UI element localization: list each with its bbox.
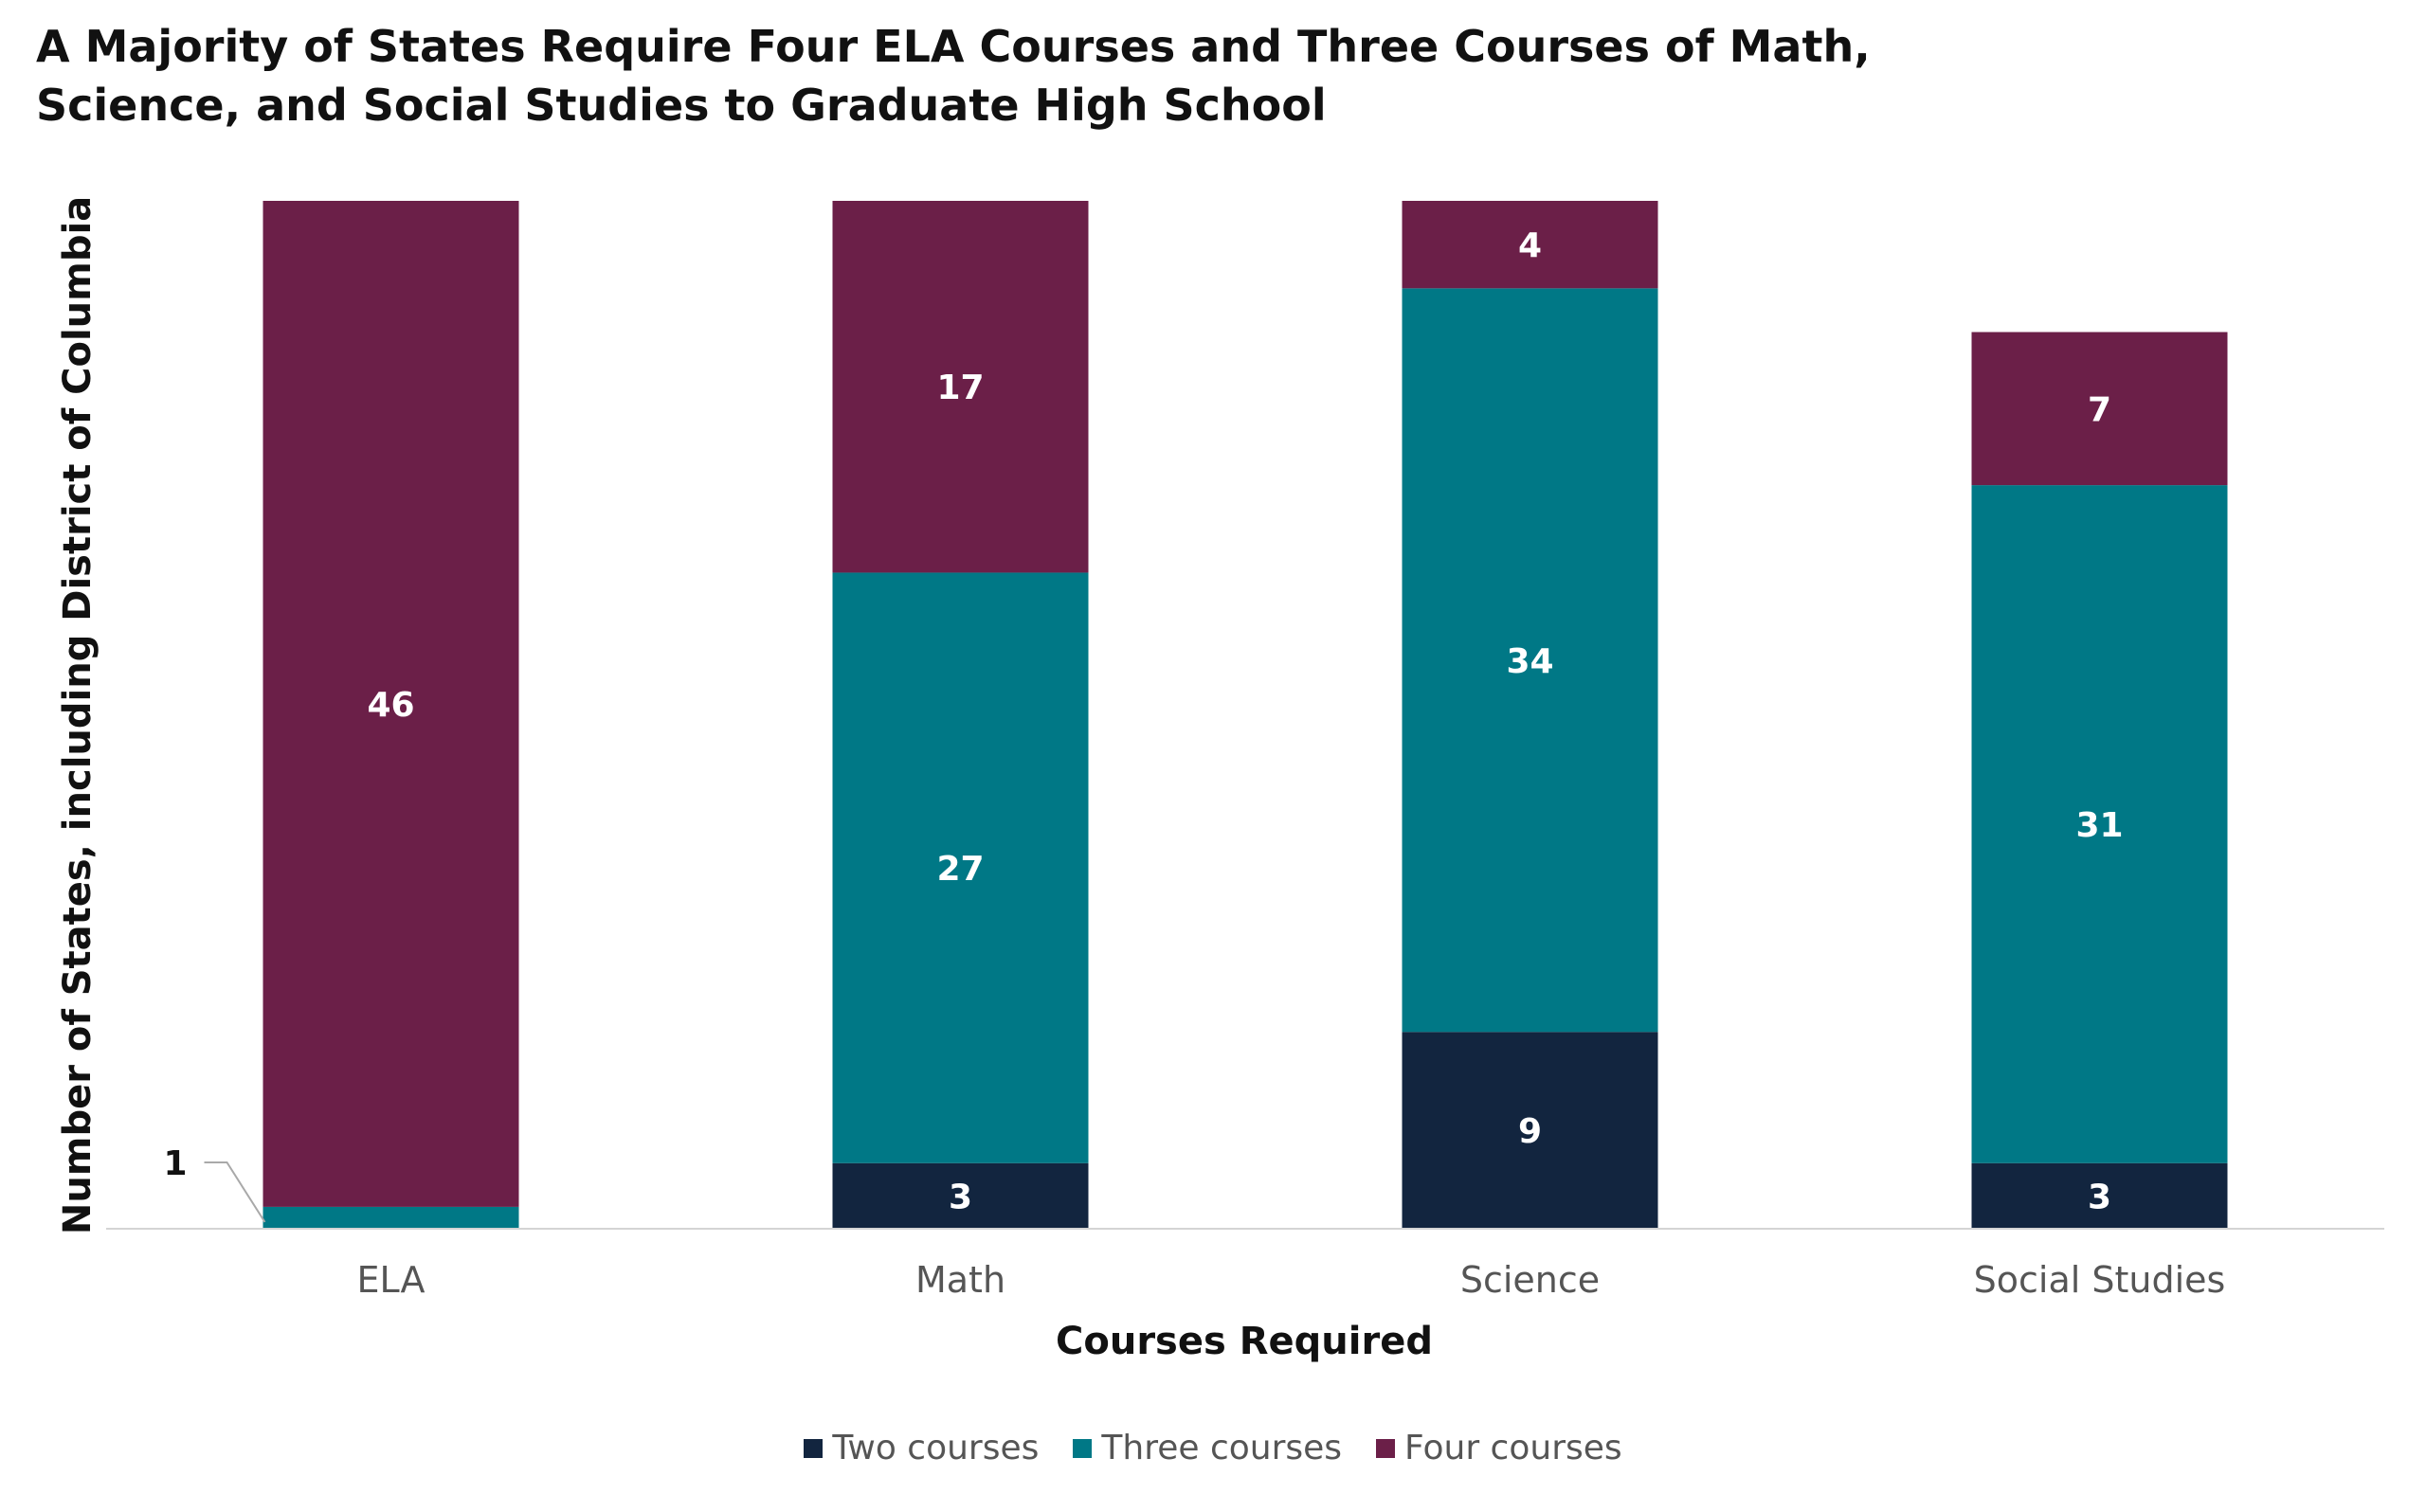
legend-label-three-courses: Three courses <box>1101 1429 1343 1467</box>
bar-social-studies-three-courses <box>1971 485 2228 1163</box>
x-axis-title: Courses Required <box>1056 1320 1433 1363</box>
x-tick-labels: ELA Math Science Social Studies <box>356 1259 2225 1301</box>
bar-science-four-courses <box>1402 201 1658 289</box>
data-label-group: 46 3 27 17 9 34 4 3 31 7 <box>367 226 2123 1216</box>
bar-social-studies-two-courses <box>1971 1162 2228 1229</box>
legend-swatch-three-courses <box>1073 1438 1093 1458</box>
legend-swatch-four-courses <box>1376 1438 1396 1458</box>
chart-title-line-2: Science, and Social Studies to Graduate … <box>36 80 1327 131</box>
data-label-ela-four-courses: 46 <box>367 686 414 725</box>
legend-swatch-two-courses <box>804 1438 824 1458</box>
legend-item-four-courses: Four courses <box>1376 1429 1622 1467</box>
bar-social-studies-four-courses <box>1971 332 2228 486</box>
data-label-math-two-courses: 3 <box>949 1178 972 1216</box>
legend: Two courses Three courses Four courses <box>0 1429 2426 1467</box>
data-label-social-studies-two-courses: 3 <box>2088 1178 2111 1216</box>
data-label-science-four-courses: 4 <box>1518 226 1542 265</box>
x-tick-label-science: Science <box>1460 1259 1600 1301</box>
chart-title: A Majority of States Require Four ELA Co… <box>36 17 1931 135</box>
legend-item-three-courses: Three courses <box>1073 1429 1342 1467</box>
legend-label-four-courses: Four courses <box>1404 1429 1622 1467</box>
data-label-social-studies-four-courses: 7 <box>2088 390 2111 429</box>
bar-group <box>263 201 2228 1229</box>
bar-math-two-courses <box>832 1162 1089 1229</box>
x-tick-label-ela: ELA <box>356 1259 425 1301</box>
bar-math-four-courses <box>832 201 1089 573</box>
bar-ela-four-courses <box>263 201 519 1207</box>
data-label-math-three-courses: 27 <box>936 850 984 889</box>
data-label-math-four-courses: 17 <box>936 369 984 407</box>
x-tick-label-math: Math <box>915 1259 1005 1301</box>
data-label-science-three-courses: 34 <box>1506 642 1553 681</box>
callout-leader-line <box>204 1161 266 1223</box>
chart-title-line-1: A Majority of States Require Four ELA Co… <box>36 21 1871 72</box>
bar-science-three-courses <box>1402 288 1658 1033</box>
callout-group: 1 <box>163 1144 266 1223</box>
bar-math-three-courses <box>832 572 1089 1163</box>
data-label-social-studies-three-courses: 31 <box>2075 806 2123 845</box>
y-axis-title: Number of States, including District of … <box>56 196 100 1234</box>
legend-item-two-courses: Two courses <box>804 1429 1039 1467</box>
legend-label-two-courses: Two courses <box>832 1429 1040 1467</box>
x-tick-label-social-studies: Social Studies <box>1974 1259 2226 1301</box>
bar-science-two-courses <box>1402 1032 1658 1229</box>
callout-label-ela-three-courses: 1 <box>163 1144 187 1183</box>
bar-ela-three-courses <box>263 1206 519 1229</box>
data-label-science-two-courses: 9 <box>1518 1112 1542 1151</box>
